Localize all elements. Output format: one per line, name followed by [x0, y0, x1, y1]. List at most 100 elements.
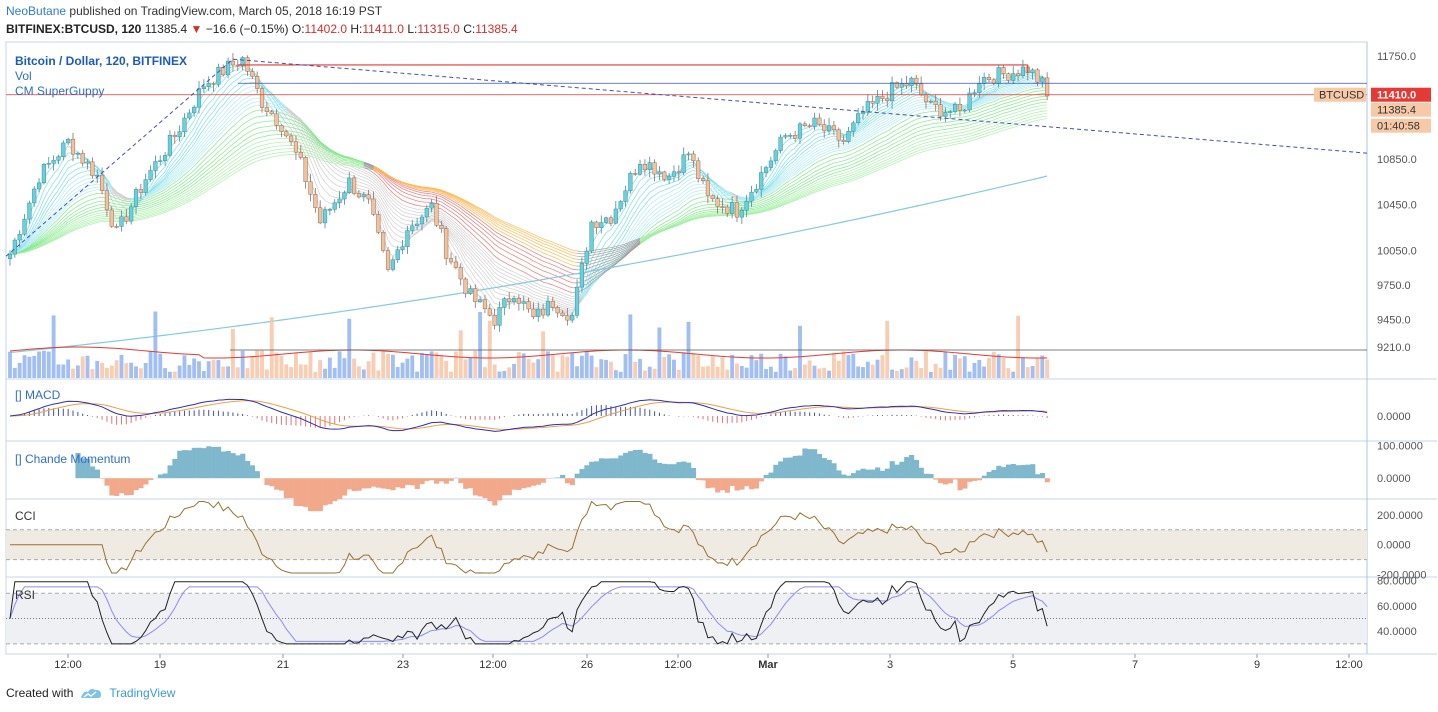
guppy-slow-segment — [678, 205, 684, 211]
guppy-fast-segment — [43, 223, 50, 230]
guppy-fast-segment — [649, 188, 655, 193]
guppy-fast-segment — [707, 176, 713, 181]
guppy-fast-segment — [688, 161, 694, 164]
guppy-fast-segment — [775, 171, 781, 179]
guppy-fast-segment — [1013, 83, 1019, 86]
guppy-fast-segment — [983, 85, 990, 90]
guppy-fast-segment — [799, 153, 806, 159]
guppy-fast-segment — [596, 229, 602, 237]
guppy-fast-segment — [474, 277, 481, 284]
guppy-fast-segment — [402, 207, 408, 211]
guppy-fast-segment — [664, 196, 670, 201]
guppy-fast-segment — [509, 273, 515, 276]
guppy-slow-segment — [955, 120, 960, 122]
guppy-fast-segment — [179, 164, 185, 171]
guppy-fast-segment — [562, 306, 568, 309]
guppy-fast-segment — [659, 194, 665, 198]
guppy-fast-segment — [1003, 91, 1009, 93]
guppy-fast-segment — [387, 201, 394, 208]
guppy-slow-segment — [300, 129, 306, 133]
guppy-slow-segment — [387, 183, 394, 189]
guppy-slow-segment — [523, 260, 529, 264]
high-value: 11411.0 — [362, 22, 404, 36]
guppy-fast-segment — [62, 152, 69, 161]
guppy-slow-segment — [247, 111, 253, 115]
guppy-slow-segment — [586, 282, 592, 288]
guppy-fast-segment — [877, 103, 883, 107]
guppy-fast-segment — [460, 234, 466, 242]
guppy-fast-segment — [363, 191, 369, 194]
guppy-fast-segment — [159, 166, 166, 173]
guppy-fast-segment — [896, 115, 902, 120]
guppy-fast-segment — [605, 229, 612, 233]
guppy-slow-segment — [770, 195, 776, 199]
guppy-slow-segment — [53, 218, 59, 224]
guppy-fast-segment — [731, 193, 738, 197]
guppy-fast-segment — [72, 157, 78, 160]
guppy-fast-segment — [848, 146, 854, 149]
guppy-fast-segment — [213, 132, 219, 139]
guppy-slow-segment — [48, 223, 54, 229]
guppy-fast-segment — [974, 102, 980, 105]
guppy-fast-segment — [538, 292, 544, 296]
guppy-fast-segment — [67, 171, 74, 176]
guppy-fast-segment — [169, 174, 176, 180]
guppy-fast-segment — [673, 191, 679, 195]
guppy-slow-segment — [901, 119, 907, 123]
guppy-fast-segment — [911, 105, 917, 109]
guppy-slow-segment — [1027, 91, 1033, 94]
guppy-fast-segment — [882, 107, 888, 111]
guppy-fast-segment — [509, 280, 515, 283]
guppy-fast-segment — [387, 194, 394, 201]
guppy-slow-segment — [140, 198, 146, 201]
guppy-fast-segment — [378, 182, 384, 189]
guppy-fast-segment — [688, 166, 694, 170]
guppy-fast-segment — [877, 125, 883, 129]
guppy-fast-segment — [441, 215, 447, 221]
guppy-fast-segment — [174, 143, 180, 150]
guppy-fast-segment — [67, 176, 74, 182]
guppy-fast-segment — [499, 271, 505, 275]
guppy-slow-segment — [814, 168, 820, 173]
guppy-fast-segment — [668, 205, 675, 209]
guppy-fast-segment — [625, 230, 631, 240]
guppy-fast-segment — [208, 98, 214, 104]
guppy-slow-segment — [542, 270, 549, 273]
guppy-fast-segment — [736, 195, 742, 198]
guppy-slow-segment — [455, 219, 461, 224]
guppy-slow-segment — [417, 205, 423, 207]
guppy-slow-segment — [421, 197, 427, 200]
guppy-fast-segment — [48, 182, 54, 191]
guppy-fast-segment — [198, 141, 205, 149]
guppy-fast-segment — [218, 98, 224, 105]
author-link[interactable]: NeoButane — [6, 4, 67, 18]
guppy-fast-segment — [72, 173, 79, 178]
guppy-fast-segment — [809, 149, 815, 155]
guppy-fast-segment — [562, 297, 568, 301]
guppy-fast-segment — [809, 157, 815, 162]
guppy-fast-segment — [189, 147, 195, 155]
guppy-slow-segment — [770, 190, 776, 194]
guppy-fast-segment — [242, 108, 248, 113]
guppy-fast-segment — [562, 304, 568, 308]
guppy-fast-segment — [43, 189, 50, 200]
guppy-slow-segment — [659, 218, 665, 222]
guppy-slow-segment — [494, 238, 500, 243]
guppy-slow-segment — [901, 128, 907, 132]
guppy-fast-segment — [867, 128, 873, 133]
guppy-fast-segment — [862, 133, 869, 138]
guppy-fast-segment — [189, 154, 195, 161]
guppy-slow-segment — [402, 200, 408, 203]
guppy-fast-segment — [1017, 87, 1024, 91]
guppy-fast-segment — [237, 99, 243, 105]
guppy-fast-segment — [126, 199, 132, 201]
guppy-fast-segment — [145, 193, 151, 197]
guppy-fast-segment — [392, 225, 398, 231]
guppy-fast-segment — [184, 127, 190, 136]
guppy-slow-segment — [494, 249, 500, 254]
guppy-fast-segment — [29, 238, 35, 245]
guppy-fast-segment — [474, 241, 481, 247]
guppy-slow-segment — [489, 239, 495, 245]
guppy-fast-segment — [174, 165, 180, 171]
